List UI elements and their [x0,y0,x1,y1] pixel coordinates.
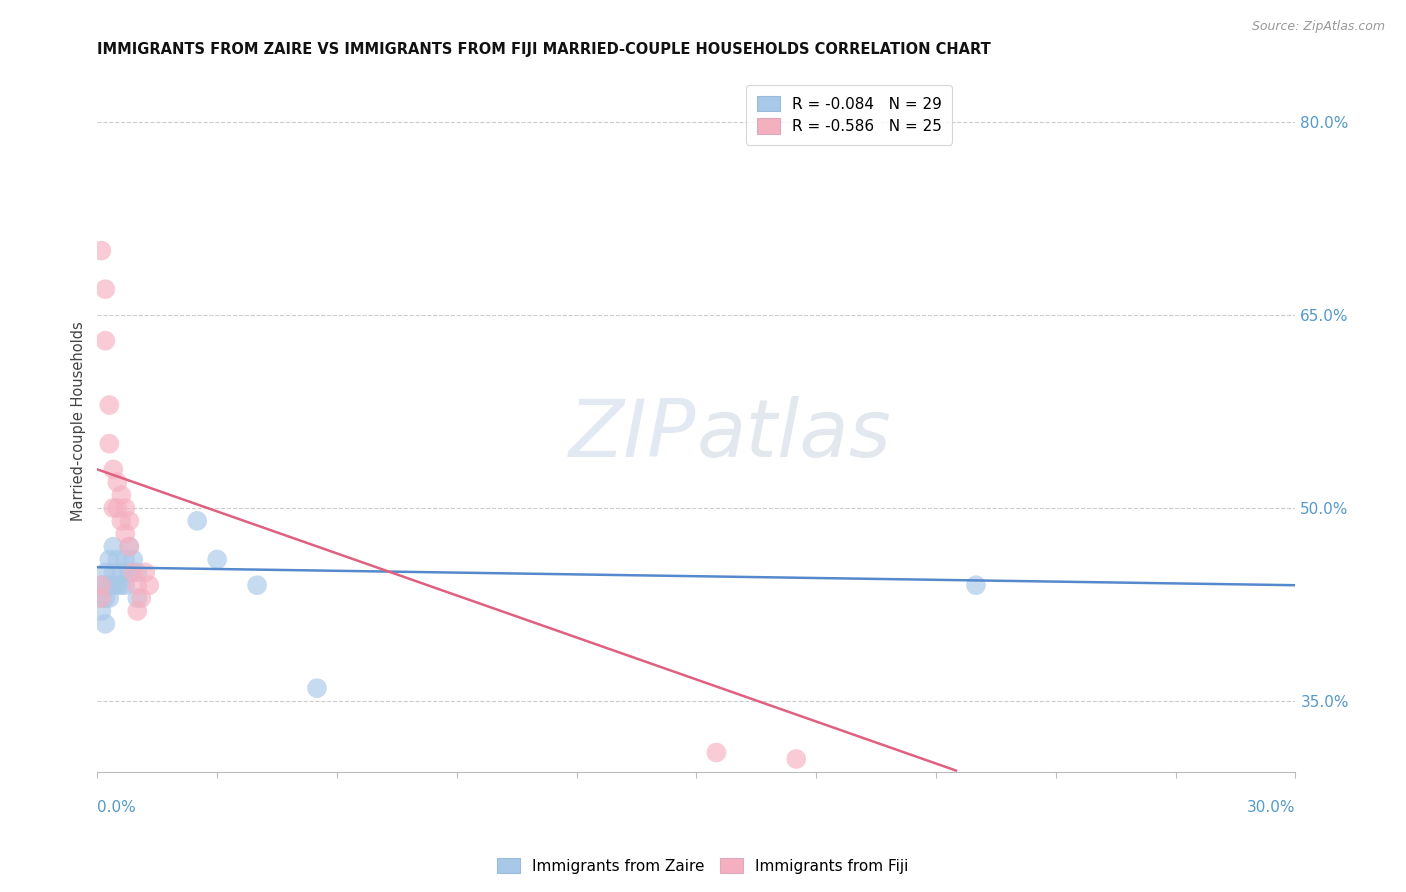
Point [110,488,132,502]
Text: IMMIGRANTS FROM ZAIRE VS IMMIGRANTS FROM FIJI MARRIED-COUPLE HOUSEHOLDS CORRELAT: IMMIGRANTS FROM ZAIRE VS IMMIGRANTS FROM… [97,42,991,57]
Point [90,591,112,606]
Point [114,578,136,592]
Point [118,540,141,554]
Point [94,334,117,348]
Point [94,578,117,592]
Point [110,566,132,580]
Point [98,591,121,606]
Point [114,526,136,541]
Point [305,681,328,696]
Point [103,566,125,580]
Point [785,752,807,766]
Point [127,604,149,618]
Point [98,436,121,450]
Point [114,501,136,516]
Text: atlas: atlas [696,396,891,475]
Point [105,578,128,592]
Point [94,591,117,606]
Point [127,566,149,580]
Text: Source: ZipAtlas.com: Source: ZipAtlas.com [1251,20,1385,33]
Point [186,514,208,528]
Point [103,540,125,554]
Point [105,501,128,516]
Y-axis label: Married-couple Households: Married-couple Households [72,321,86,521]
Point [94,566,117,580]
Text: 30.0%: 30.0% [1247,800,1295,815]
Point [114,552,136,566]
Point [90,604,112,618]
Point [122,566,145,580]
Point [122,552,145,566]
Legend: R = -0.084   N = 29, R = -0.586   N = 25: R = -0.084 N = 29, R = -0.586 N = 25 [747,85,952,145]
Point [90,244,112,258]
Point [118,514,141,528]
Point [127,578,149,592]
Point [706,746,728,760]
Point [110,578,132,592]
Point [965,578,987,592]
Point [98,398,121,412]
Point [90,578,112,592]
Point [98,578,121,592]
Point [94,616,117,631]
Point [246,578,269,592]
Point [90,578,112,592]
Point [118,566,141,580]
Point [127,591,149,606]
Point [98,552,121,566]
Point [129,591,152,606]
Point [134,566,156,580]
Point [110,514,132,528]
Point [138,578,160,592]
Legend: Immigrants from Zaire, Immigrants from Fiji: Immigrants from Zaire, Immigrants from F… [491,852,915,880]
Point [94,282,117,296]
Text: 0.0%: 0.0% [97,800,136,815]
Point [105,552,128,566]
Point [103,501,125,516]
Point [103,462,125,476]
Point [118,540,141,554]
Point [90,591,112,606]
Point [105,475,128,490]
Point [103,578,125,592]
Text: ZIP: ZIP [569,396,696,475]
Point [205,552,228,566]
